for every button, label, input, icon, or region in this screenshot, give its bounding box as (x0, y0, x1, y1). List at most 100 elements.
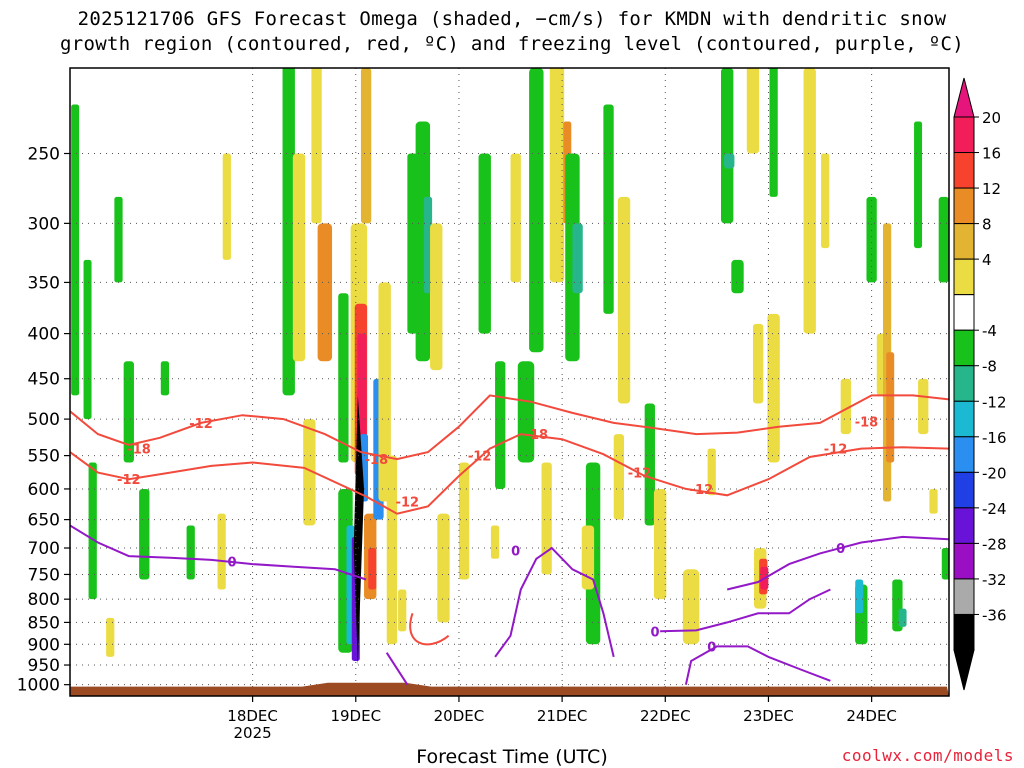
omega-cell (541, 462, 552, 575)
y-tick-label: 350 (28, 273, 60, 293)
omega-cell (123, 361, 134, 463)
contour-label-dgz: -12 (824, 443, 848, 458)
contour-label-dgz: -12 (189, 417, 213, 432)
omega-cell (724, 153, 735, 169)
omega-cell (415, 121, 431, 362)
freezing-level-loop (385, 652, 409, 686)
y-tick-label: 950 (28, 656, 60, 676)
omega-cell (386, 455, 398, 645)
omega-cell (311, 68, 322, 224)
omega-cell (581, 525, 595, 590)
omega-cell (478, 153, 491, 334)
omega-cell (549, 68, 565, 283)
contour-label-dgz: -12 (468, 450, 492, 465)
x-tick-label: 23DEC (743, 707, 794, 725)
colorbar-segment (953, 116, 975, 154)
omega-cell (114, 196, 123, 283)
omega-cell (603, 104, 614, 314)
plot-frame (69, 67, 950, 697)
omega-cell (840, 378, 851, 435)
terrain (70, 682, 949, 696)
y-tick-label: 450 (28, 370, 60, 390)
colorbar-label: -32 (982, 571, 1007, 589)
contour-label-dgz: -12 (396, 496, 420, 511)
omega-cell (490, 525, 500, 559)
omega-cell (752, 323, 764, 404)
contour-label-freezing: 0 (227, 555, 236, 570)
x-tick-label: 24DEC (846, 707, 897, 725)
contour-label-dgz: -18 (127, 443, 151, 458)
omega-cell (914, 121, 923, 249)
contour-lines (70, 394, 949, 686)
colorbar-label: 8 (982, 216, 992, 234)
colorbar-segment (953, 152, 975, 189)
colorbar-segment (953, 258, 975, 296)
omega-cell (360, 68, 372, 224)
colorbar-legend: 20 16 12 8 4 -4 -8 -12 -16 -20 -24 -28 -32 -36 (953, 77, 1007, 691)
omega-cell (644, 403, 655, 526)
contour-label-freezing: 0 (707, 640, 716, 655)
omega-cell (217, 513, 226, 590)
omega-cell (139, 488, 150, 580)
omega-cell (898, 608, 907, 627)
omega-cell (855, 579, 864, 614)
omega-cell (886, 352, 895, 463)
chart-subtitle: growth region (contoured, red, ºC) and f… (60, 33, 964, 55)
omega-cell (918, 378, 929, 435)
x-tick-label: 21DEC (537, 707, 588, 725)
omega-cell (767, 313, 780, 463)
omega-cell (407, 153, 418, 334)
omega-cell (292, 153, 306, 362)
contour-label-dgz: -18 (365, 453, 389, 468)
omega-cell (83, 259, 92, 420)
contour-minus12 (70, 433, 949, 515)
omega-cell (769, 68, 778, 197)
colorbar-segment (953, 436, 975, 473)
contour-label-freezing: 0 (650, 625, 659, 640)
omega-cell (338, 293, 349, 463)
contour-labels: -18 -12 -12 -18 -12 -12 -18 -12 -12 -18 -12 0 0 0 0 0 (117, 415, 878, 655)
x-tick-sublabel: 2025 (234, 724, 272, 742)
omega-cell (529, 68, 544, 353)
colorbar-segment (953, 542, 975, 580)
omega-shading (71, 68, 949, 666)
omega-cell (517, 361, 535, 463)
omega-cell (572, 223, 583, 294)
omega-cell (866, 196, 877, 283)
omega-cell (282, 68, 295, 396)
colorbar-label: -20 (982, 464, 1007, 482)
y-tick-label: 650 (28, 511, 60, 531)
contour-label-freezing: 0 (511, 545, 520, 560)
omega-cell (222, 153, 231, 260)
y-tick-label: 700 (28, 539, 60, 559)
x-tick-label: 22DEC (640, 707, 691, 725)
x-tick-label: 19DEC (330, 707, 381, 725)
omega-cell (731, 259, 744, 294)
colorbar-segment (953, 329, 975, 367)
omega-cell (495, 361, 506, 489)
colorbar-segment (953, 223, 975, 260)
omega-cell (682, 569, 700, 645)
omega-cell (613, 434, 625, 520)
x-tick-label: 20DEC (434, 707, 485, 725)
colorbar-label: -24 (982, 500, 1007, 518)
omega-cell (653, 488, 667, 600)
contour-loop (409, 612, 450, 646)
omega-cell (510, 153, 521, 283)
y-tick-label: 900 (28, 635, 60, 655)
y-tick-label: 1000 (17, 676, 60, 696)
y-tick-label: 550 (28, 447, 60, 467)
omega-cell (106, 617, 115, 657)
y-tick-label: 500 (28, 410, 60, 430)
omega-cell (317, 223, 333, 362)
colorbar-label: -4 (982, 322, 997, 340)
credit-link[interactable]: coolwx.com/models (841, 746, 1014, 765)
omega-cell (617, 196, 631, 404)
colorbar-label: 16 (982, 145, 1001, 163)
colorbar-label: -12 (982, 393, 1007, 411)
colorbar-segment (953, 187, 975, 225)
omega-cell (746, 68, 760, 154)
omega-cell (368, 548, 377, 590)
colorbar-segment (953, 294, 975, 331)
